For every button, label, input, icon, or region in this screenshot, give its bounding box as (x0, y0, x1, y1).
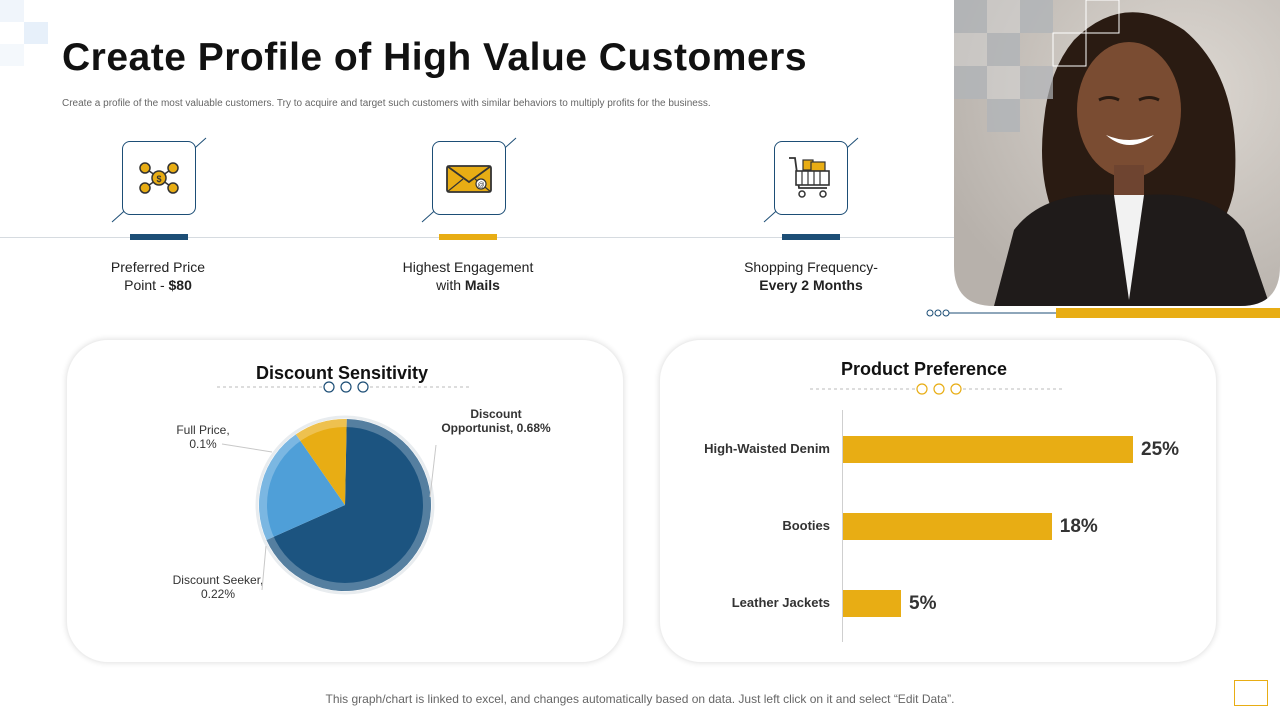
feature-price-line1: Preferred Price (110, 259, 206, 275)
feature-price-text: Preferred Price Point - $80 (48, 258, 268, 294)
decor-square (0, 0, 24, 22)
pie-label-seeker-value: 0.22% (200, 587, 236, 601)
pie-slice-discount-opportunist (266, 419, 431, 591)
pie-label-seeker-name: Discount Seeker, (172, 573, 264, 587)
title-underline-decor (217, 381, 472, 393)
feature-price-accent (130, 234, 188, 240)
feature-price-prefix: Point - (124, 277, 169, 293)
bar-axis-line (842, 410, 843, 642)
pie-label-opportunist-name: Discount (470, 407, 522, 421)
bar-value-label: 18% (1059, 516, 1098, 537)
feature-frequency-text: Shopping Frequency- Every 2 Months (701, 258, 921, 294)
pie-label-full-price-name: Full Price, (176, 423, 230, 437)
decor-square (0, 44, 24, 66)
decor-square (24, 22, 48, 44)
discount-sensitivity-title: Discount Sensitivity (255, 363, 429, 383)
pie-label-opportunist-value: 0.68% (516, 421, 551, 435)
bar-category-label: High-Waisted Denim (704, 441, 830, 456)
feature-engagement-line1: Highest Engagement (402, 259, 534, 275)
photo-underline-decor (926, 308, 1280, 318)
bar-value-label: 25% (1141, 439, 1180, 460)
edit-data-box[interactable] (1234, 680, 1268, 706)
feature-frequency-box (774, 141, 848, 215)
feature-engagement-prefix: with (436, 277, 465, 293)
bar-value-label: 5% (909, 593, 937, 614)
footnote: This graph/chart is linked to excel, and… (325, 692, 955, 706)
pie-outer-ring (255, 415, 435, 595)
pie-slice-discount-seeker (259, 434, 345, 541)
bar-category-label: Booties (782, 518, 830, 533)
svg-text:$: $ (156, 174, 161, 184)
product-preference-title: Product Preference (840, 359, 1008, 379)
page-subtitle: Create a profile of the most valuable cu… (62, 98, 711, 109)
svg-text:@: @ (477, 182, 484, 189)
bar-high-waisted-denim (843, 436, 1133, 463)
shopping-cart-icon (789, 157, 830, 198)
title-underline-decor (810, 383, 1065, 395)
pie-label-opportunist: Discount Opportunist, 0.68% (436, 407, 556, 435)
feature-engagement-text: Highest Engagement with Mails (358, 258, 578, 294)
bar-leather-jackets (843, 590, 901, 617)
feature-engagement-box: @ (432, 141, 506, 215)
bar-category-label: Leather Jackets (731, 595, 830, 610)
feature-price-box: $ (122, 141, 196, 215)
feature-frequency-accent (782, 234, 840, 240)
feature-price-value: $80 (168, 277, 192, 293)
pie-inner-sheen (259, 419, 431, 591)
customer-photo (954, 0, 1280, 306)
mail-icon: @ (446, 165, 492, 193)
feature-engagement-accent (439, 234, 497, 240)
page-title: Create Profile of High Value Customers (62, 36, 808, 79)
bar-booties (843, 513, 1052, 540)
pie-label-seeker: Discount Seeker, 0.22% (162, 573, 274, 601)
money-network-icon: $ (139, 162, 179, 194)
pie-slice-full-price (295, 419, 347, 505)
pie-label-full-price-value: 0.1% (189, 437, 217, 451)
pie-label-full-price: Full Price, 0.1% (160, 423, 246, 451)
feature-engagement-value: Mails (464, 277, 500, 293)
feature-frequency-value: Every 2 Months (759, 277, 863, 293)
pie-chart (255, 415, 435, 595)
product-preference-card: Product Preference (659, 339, 1217, 663)
feature-frequency-line1: Shopping Frequency- (744, 259, 878, 275)
